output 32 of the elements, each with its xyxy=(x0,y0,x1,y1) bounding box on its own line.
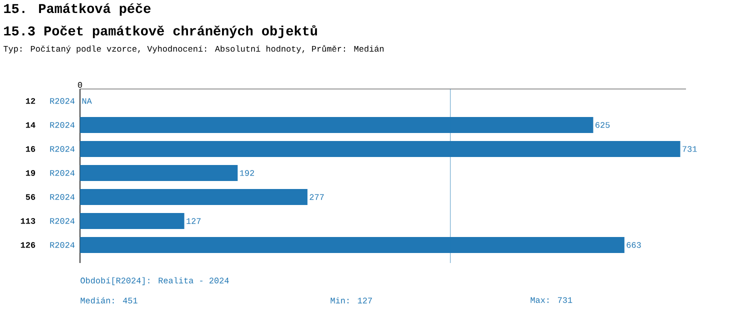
y-tick-label: 14 xyxy=(26,122,36,128)
y-tick-label: 19 xyxy=(26,170,36,176)
y-tick-label: 56 xyxy=(26,194,36,200)
series-label: R2024 xyxy=(50,242,75,248)
y-tick-label: 12 xyxy=(26,98,36,104)
data-label: 127 xyxy=(186,218,201,224)
chart-title: 15. Památková péče xyxy=(4,3,150,16)
bar xyxy=(80,164,238,181)
text: Období[R2024]: Realita - 2024 xyxy=(80,277,229,286)
y-tick-label: 113 xyxy=(20,218,36,224)
text: R2024 xyxy=(50,122,75,128)
text: R2024 xyxy=(50,146,75,152)
text: NA xyxy=(82,98,92,104)
data-label: 625 xyxy=(596,122,610,128)
text: Min: 127 xyxy=(330,297,372,304)
text: R2024 xyxy=(50,194,75,200)
text: R2024 xyxy=(50,98,75,104)
text: Typ: Počítaný podle vzorce, Vyhodnocení: Absolutní hodnoty, Průměr: Medián xyxy=(4,45,384,54)
text: Max: 731 xyxy=(530,297,572,303)
chart-subtitle: 15.3 Počet památkově chráněných objektů xyxy=(4,25,317,38)
data-label: 663 xyxy=(626,242,641,248)
data-label: 192 xyxy=(240,170,254,176)
text: R2024 xyxy=(50,170,75,176)
y-tick-label: 126 xyxy=(20,242,36,248)
bar xyxy=(80,188,308,205)
text: Medián: 451 xyxy=(80,297,138,304)
text: 0 xyxy=(78,82,82,88)
data-label: 277 xyxy=(310,194,324,200)
bar xyxy=(80,213,184,229)
text: R2024 xyxy=(50,218,75,224)
y-tick-label: 16 xyxy=(26,146,36,152)
data-label: 731 xyxy=(682,146,697,152)
